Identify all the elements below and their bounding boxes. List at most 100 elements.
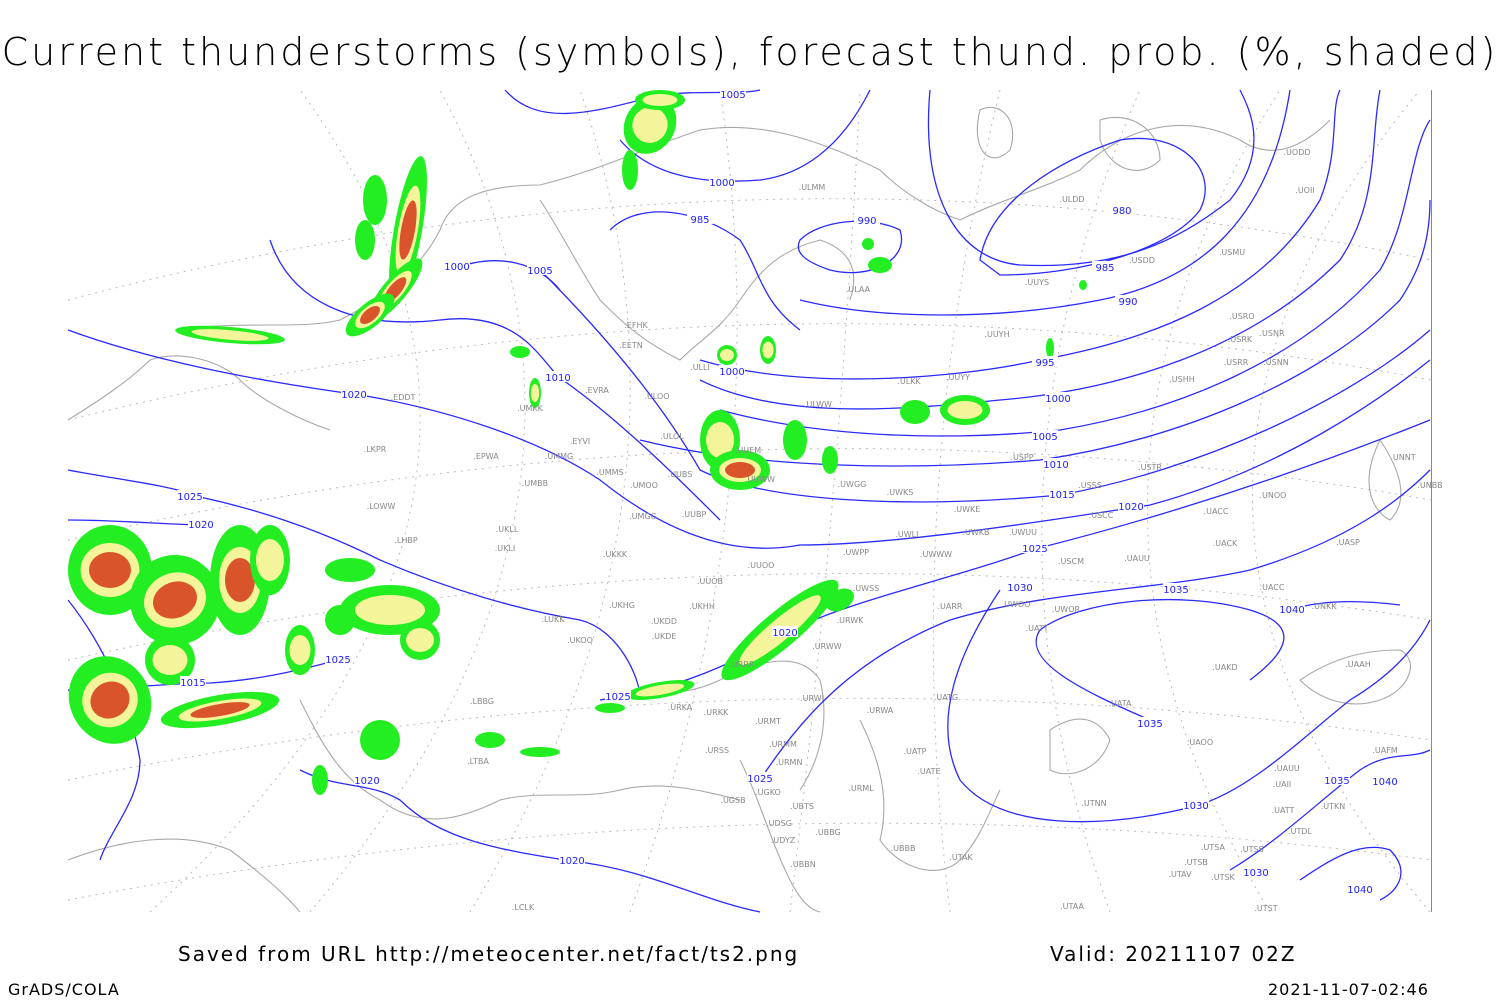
- map-title: Current thunderstorms (symbols), forecas…: [1, 30, 1499, 74]
- station-label: .UAII: [1273, 780, 1292, 789]
- station-label: .UATT: [1272, 806, 1295, 815]
- isobar-label-bg: [1049, 488, 1075, 499]
- station-label: .LTBA: [467, 757, 489, 766]
- station-label: .URKA: [668, 703, 693, 712]
- station-label: .UUOO: [748, 561, 775, 570]
- isobar-label: 1020: [772, 628, 797, 639]
- station-label: .UKLL: [496, 525, 519, 534]
- station-label: .UTKN: [1321, 802, 1346, 811]
- station-label: .UAKD: [1212, 663, 1237, 672]
- storm-prob-area: [1046, 338, 1054, 358]
- station-label: .URWK: [837, 616, 865, 625]
- station-label: .UATG: [934, 693, 958, 702]
- storm-prob-area: [360, 720, 400, 760]
- map-border: [1431, 90, 1432, 912]
- station-label: .USRR: [1224, 358, 1249, 367]
- isobar-label-bg: [325, 653, 351, 664]
- storm-prob-area: [725, 462, 755, 478]
- station-label: .UUBP: [682, 510, 707, 519]
- station-label: .UATA: [1109, 699, 1133, 708]
- storm-prob-area: [900, 400, 930, 424]
- storm-prob-area: [325, 558, 375, 582]
- station-label: .URRR: [729, 660, 755, 669]
- storm-prob-area: [1079, 280, 1087, 290]
- storm-prob-area: [325, 605, 355, 635]
- storm-prob-area: [399, 200, 417, 260]
- isobar-label: 1035: [1324, 776, 1349, 787]
- isobar-label: 1020: [354, 776, 379, 787]
- isobar-label: 1025: [747, 774, 772, 785]
- storm-prob-area: [947, 401, 983, 419]
- graticule-line: [932, 89, 1001, 913]
- station-label: .UATT: [1026, 624, 1049, 633]
- isobar-label-bg: [720, 88, 746, 99]
- storm-prob-area: [191, 329, 269, 341]
- isobar-label-bg: [1007, 581, 1033, 592]
- station-label: .USRO: [1229, 312, 1254, 321]
- isobar-label: 1030: [1243, 868, 1268, 879]
- isobar-label-bg: [605, 690, 631, 701]
- station-label: .LUKK: [542, 615, 566, 624]
- storm-prob-area: [530, 384, 540, 402]
- station-label: .UWLL: [895, 530, 921, 539]
- isobar-label-bg: [1109, 204, 1135, 215]
- station-label: .UWOR: [1052, 605, 1081, 614]
- isobar-label: 1020: [1118, 502, 1143, 513]
- storm-prob-area: [706, 422, 734, 458]
- isobar-label: 1040: [1372, 777, 1397, 788]
- storm-prob-area: [360, 306, 380, 324]
- station-label: .UKDD: [651, 617, 677, 626]
- station-label: .UTAV: [1168, 870, 1192, 879]
- storm-prob-area: [622, 150, 638, 190]
- isobar-label-bg: [188, 518, 214, 529]
- station-label: .UGKO: [755, 788, 781, 797]
- isobar-label-bg: [719, 365, 745, 376]
- isobar-label: 1005: [527, 266, 552, 277]
- station-label: .UMBB: [522, 479, 548, 488]
- storm-prob-area: [822, 446, 838, 474]
- isobar-label: 980: [1112, 206, 1131, 217]
- station-label: .UUYY: [946, 373, 970, 382]
- station-label: .ULDD: [1059, 195, 1084, 204]
- station-label: .EVRA: [585, 386, 609, 395]
- station-label: .UBBB: [891, 844, 916, 853]
- station-label: .UKOO: [567, 636, 593, 645]
- station-label: .UTSK: [1211, 873, 1235, 882]
- station-label: .UASP: [1336, 538, 1360, 547]
- isobar-label: 1020: [559, 856, 584, 867]
- storm-prob-area: [783, 420, 807, 460]
- station-label: .UBBG: [815, 828, 840, 837]
- graticule-line: [67, 822, 1432, 901]
- station-label: .UWUU: [1009, 528, 1037, 537]
- isobar-label: 1040: [1347, 885, 1372, 896]
- isobar-label-bg: [1137, 717, 1163, 728]
- isobar-label-bg: [1183, 799, 1209, 810]
- station-label: .USCM: [1058, 557, 1084, 566]
- station-label: .URSS: [705, 746, 729, 755]
- station-label: .UARR: [938, 602, 963, 611]
- isobar-label: 1000: [719, 367, 744, 378]
- isobar-label-bg: [772, 626, 798, 637]
- station-label: .UTAK: [949, 853, 973, 862]
- storm-prob-area: [406, 628, 434, 652]
- station-label: .UMMG: [545, 452, 573, 461]
- storm-prob-area: [90, 681, 130, 719]
- graticule-line: [789, 89, 861, 913]
- isobar-label: 1035: [1163, 585, 1188, 596]
- station-label: .UUWW: [745, 475, 775, 484]
- station-label: .USPP: [1010, 453, 1033, 462]
- isobar-label-bg: [1118, 500, 1144, 511]
- storm-prob-area: [289, 635, 311, 665]
- storm-prob-area: [355, 595, 425, 625]
- station-label: .UKDE: [652, 632, 677, 641]
- station-label: .UOII: [1295, 186, 1314, 195]
- station-label: .UKHH: [689, 602, 715, 611]
- station-label: .UWKS: [887, 488, 914, 497]
- station-label: .UDYZ: [771, 836, 796, 845]
- storm-prob-area: [363, 175, 387, 225]
- storm-prob-area: [862, 238, 874, 250]
- isobar-label: 1015: [1049, 490, 1074, 501]
- isobar-label: 1020: [341, 390, 366, 401]
- isobar-label-bg: [1279, 603, 1305, 614]
